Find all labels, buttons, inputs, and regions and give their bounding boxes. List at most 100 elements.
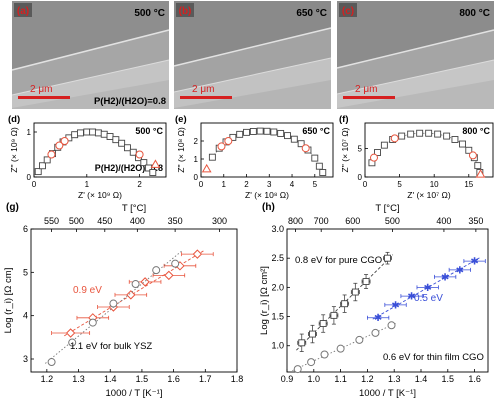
data-point-square — [309, 330, 316, 338]
data-point-square — [341, 300, 349, 308]
x-tick-label: 5 — [397, 180, 402, 189]
data-point-triangle — [150, 159, 161, 168]
data-point-circle — [152, 266, 161, 275]
micrograph-c: (c) 800 °C 2 μm — [336, 1, 495, 109]
micrograph-b: (b) 650 °C 2 μm — [173, 1, 332, 109]
series-label-0-9ev: 0.9 eV — [73, 285, 102, 296]
fit-line — [372, 257, 481, 320]
data-point-square — [112, 136, 120, 144]
data-point-diamond — [192, 249, 203, 259]
y-axis-label: Log (r_i) [Ω cm] — [3, 268, 14, 334]
data-point-square — [443, 132, 451, 140]
data-point-circle — [355, 335, 364, 344]
data-point-square — [425, 129, 433, 137]
data-point-square — [140, 159, 148, 167]
data-point-square — [129, 148, 137, 156]
data-point-square — [263, 127, 271, 135]
scale-bar-label-a: 2 μm — [30, 84, 52, 95]
y-tick-label: 5 — [23, 267, 28, 277]
y-axis-label: Z'' (× 10⁷ Ω) — [340, 127, 350, 172]
data-point-square — [290, 135, 298, 143]
data-point-star: ✱ — [456, 265, 464, 276]
top-tick-label: 350 — [468, 216, 483, 226]
data-point-square — [243, 128, 250, 136]
scale-bar-a — [18, 96, 70, 99]
data-point-square — [38, 162, 46, 170]
data-point-circle — [131, 280, 140, 289]
data-point-circle — [320, 350, 329, 359]
data-point-square — [100, 130, 108, 138]
data-point-square — [71, 131, 79, 139]
micrograph-a: (a) 500 °C 2 μm P(H2)/(H2O)=0.8 — [11, 1, 170, 109]
data-point-square — [106, 133, 114, 140]
x-tick-label: 1.5 — [136, 374, 149, 384]
data-point-square — [474, 162, 482, 170]
x-tick-label: 3 — [267, 180, 272, 189]
data-point-circle — [55, 141, 64, 150]
x-tick-label: 1.6 — [167, 374, 180, 384]
y-tick-label: 0 — [194, 173, 199, 182]
y-tick-label: 0 — [358, 173, 363, 182]
data-point-circle — [47, 358, 56, 367]
guide-curve — [371, 132, 481, 173]
data-point-diamond — [126, 290, 136, 300]
data-point-circle — [135, 150, 144, 159]
data-point-star: ✱ — [391, 300, 399, 311]
top-tick-label: 800 — [288, 216, 303, 226]
data-point-square — [270, 128, 278, 136]
plot-frame — [33, 122, 167, 178]
x-tick-label: 5 — [313, 180, 318, 189]
top-tick-label: 500 — [69, 216, 84, 226]
x-tick-label: 1.4 — [415, 374, 428, 384]
arrhenius-plot-h: (h) 0.9 1.0 1.1 1.2 1.3 1.4 1.5 1.6 1.0 1.5 2.0 2.5 3… — [259, 202, 489, 399]
scale-bar-label-c: 2 μm — [355, 84, 377, 95]
data-point-square — [124, 144, 131, 152]
data-point-circle — [390, 134, 399, 143]
data-point-diamond — [164, 270, 174, 281]
temperature-label: 800 °C — [462, 126, 490, 136]
panel-label: (d) — [8, 114, 20, 125]
top-tick-label: 350 — [168, 216, 183, 226]
top-tick-label: 500 — [385, 216, 400, 226]
y-tick-label: 4 — [23, 311, 28, 321]
x-axis-label: 1000 / T [K⁻¹] — [106, 388, 163, 399]
x-tick-label: 1 — [85, 180, 90, 189]
nyquist-plot-f: (f) 800 °C 0 5 10 15 0 5 Z' (× 10⁷ Ω) Z'' (× 10⁷ … — [339, 114, 494, 200]
data-point-diamond — [65, 328, 76, 338]
data-point-circle — [171, 259, 180, 268]
data-point-square — [434, 130, 442, 138]
y-tick-label: 1.5 — [271, 312, 284, 322]
panel-label: (e) — [175, 114, 187, 125]
temperature-label-b: 650 °C — [296, 8, 327, 19]
series-label-thin-film-cgo: 0.6 eV for thin film CGO — [383, 352, 484, 363]
panel-label: (f) — [339, 114, 349, 125]
x-axis-label: Z' (× 10⁷ Ω) — [407, 190, 451, 200]
data-point-square — [384, 254, 391, 262]
x-tick-label: 1.7 — [199, 374, 212, 384]
x-tick-label: 2 — [137, 180, 142, 189]
y-axis-label: Z'' (× 10⁹ Ω) — [9, 127, 19, 173]
data-point-square — [330, 311, 338, 319]
top-axis-label: T [°C] — [375, 203, 399, 214]
y-tick-label: 0 — [27, 173, 32, 182]
data-point-star: ✱ — [424, 283, 432, 294]
data-point-square — [298, 339, 306, 347]
data-point-square — [311, 154, 319, 162]
top-tick-label: 300 — [212, 216, 227, 226]
data-point-square — [94, 129, 102, 137]
top-tick-label: 400 — [130, 216, 145, 226]
data-point-square — [315, 162, 323, 170]
scale-bar-c — [343, 96, 395, 99]
x-axis-label: Z' (× 10⁹ Ω) — [78, 190, 122, 200]
series-label-0-5ev: 0.5 eV — [414, 293, 443, 304]
data-point-square — [416, 129, 424, 137]
data-point-square — [351, 288, 359, 296]
x-axis-label: 1000 / T [K⁻¹] — [359, 388, 416, 399]
y-tick-label: 1.0 — [271, 341, 284, 351]
fit-line — [292, 322, 398, 372]
x-axis-label: Z' (× 10⁸ Ω) — [245, 190, 289, 200]
data-point-square — [459, 140, 467, 148]
data-point-triangle — [201, 163, 212, 173]
